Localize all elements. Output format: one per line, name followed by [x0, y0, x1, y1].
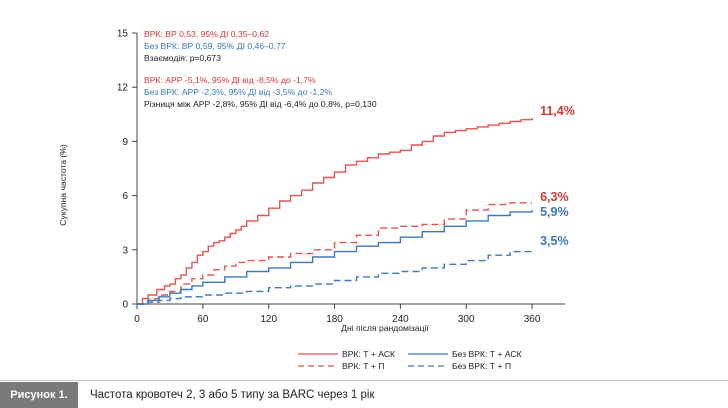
- x-tick-label: 360: [524, 314, 541, 325]
- x-tick-label: 0: [134, 314, 140, 325]
- annotation-line: Різниця між АРР -2,8%, 95% ДІ від -6,4% …: [144, 99, 377, 109]
- legend: ВРК: Т + АСК Без ВРК: Т + АСК ВРК: Т + П…: [298, 349, 522, 371]
- y-tick-label: 9: [122, 137, 128, 148]
- x-tick-label: 120: [260, 314, 277, 325]
- series-line-no-rvk-t-ask: [137, 210, 533, 305]
- legend-label-rvk-t-ask: ВРК: Т + АСК: [342, 349, 395, 359]
- x-tick-label: 240: [392, 314, 409, 325]
- end-label-no-rvk-t-ask: 5,9%: [540, 205, 569, 219]
- caption-text: Частота кровотеч 2, 3 або 5 типу за BARC…: [90, 389, 375, 401]
- annotation-line: Без ВРК: ВР 0,59, 95% ДІ 0,46–0,77: [144, 41, 286, 51]
- y-tick-label: 6: [122, 191, 128, 202]
- x-tick-label: 300: [458, 314, 475, 325]
- annotation-line: Без ВРК: АРР -2,3%, 95% ДІ від -3,5% до …: [144, 87, 332, 97]
- y-tick-label: 12: [117, 83, 129, 94]
- chart: 0 60 120 180 240 300 360 0 3 6 9 12 15 11,4% 6,3%5,9%…: [58, 29, 575, 372]
- annotation-line: ВРК: ВР 0,53, 95% ДІ 0,35–0,62: [144, 29, 269, 39]
- series-line-no-rvk-t-p: [137, 248, 533, 305]
- series-line-rvk-t-ask: [137, 117, 533, 305]
- end-label-no-rvk-t-p: 3,5%: [540, 234, 569, 248]
- figure-number: Рисунок 1.: [0, 382, 78, 408]
- x-tick-label: 60: [197, 314, 209, 325]
- y-tick-label: 3: [122, 245, 128, 256]
- legend-label-no-rvk-t-p: Без ВРК: Т + П: [452, 361, 511, 371]
- legend-label-rvk-t-p: ВРК: Т + П: [342, 361, 384, 371]
- y-tick-label: 15: [117, 29, 129, 40]
- annotation-line: ВРК: АРР -5,1%, 95% ДІ від -8,5% до -1,7…: [144, 75, 316, 85]
- y-tick-label: 0: [122, 300, 128, 311]
- caption-divider: [0, 380, 728, 381]
- figure-caption: Рисунок 1. Частота кровотеч 2, 3 або 5 т…: [0, 380, 728, 408]
- annotation-line: Взаємодія: p=0,673: [144, 53, 221, 63]
- x-tick-label: 180: [326, 314, 343, 325]
- x-axis-title: Дні після рандомізації: [341, 323, 429, 333]
- end-label-rvk-t-ask: 11,4%: [540, 104, 575, 118]
- y-axis-title: Сукупна частота (%): [58, 144, 68, 226]
- series-line-rvk-t-p: [137, 202, 533, 305]
- legend-label-no-rvk-t-ask: Без ВРК: Т + АСК: [452, 349, 522, 359]
- annotations: ВРК: ВР 0,53, 95% ДІ 0,35–0,62 Без ВРК: …: [144, 29, 377, 109]
- end-label-rvk-t-p: 6,3%: [540, 190, 569, 204]
